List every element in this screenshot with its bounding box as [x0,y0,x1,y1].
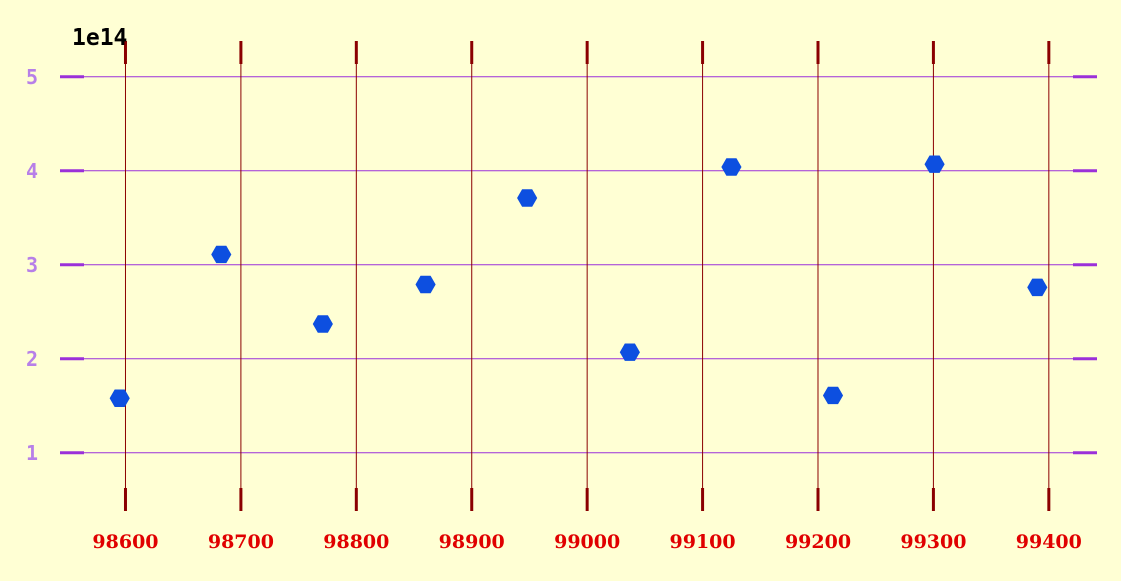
x-tick-label: 99200 [785,531,851,553]
x-tick-label: 99000 [554,531,620,553]
y-tick-label: 4 [26,159,38,183]
data-point [721,158,742,176]
data-point [312,315,333,333]
x-tick-label: 99400 [1016,531,1082,553]
point-layer [109,155,1048,407]
data-point [1027,278,1048,297]
data-point [109,389,130,407]
data-point [619,343,640,361]
grid-layer [84,64,1073,488]
data-point [211,245,232,264]
tick-layer [60,41,1097,511]
y-tick-label: 3 [26,253,38,277]
y-tick-label: 5 [26,65,38,89]
x-tick-label: 98800 [323,531,389,553]
x-tick-label: 98700 [208,531,274,553]
x-tick-label: 99100 [670,531,736,553]
x-tick-label: 99300 [900,531,966,553]
y-tick-label: 2 [26,347,38,371]
data-point [924,155,945,173]
y-offset-label: 1e14 [72,25,127,51]
data-point [517,189,538,207]
data-point [415,275,436,294]
x-tick-label: 98900 [439,531,505,553]
y-tick-label: 1 [26,441,38,465]
data-point [822,386,844,405]
label-layer: 1e14 1 2 3 4 5 98600 98700 98800 98900 99000 99100… [26,25,1082,553]
x-tick-label: 98600 [92,531,158,553]
